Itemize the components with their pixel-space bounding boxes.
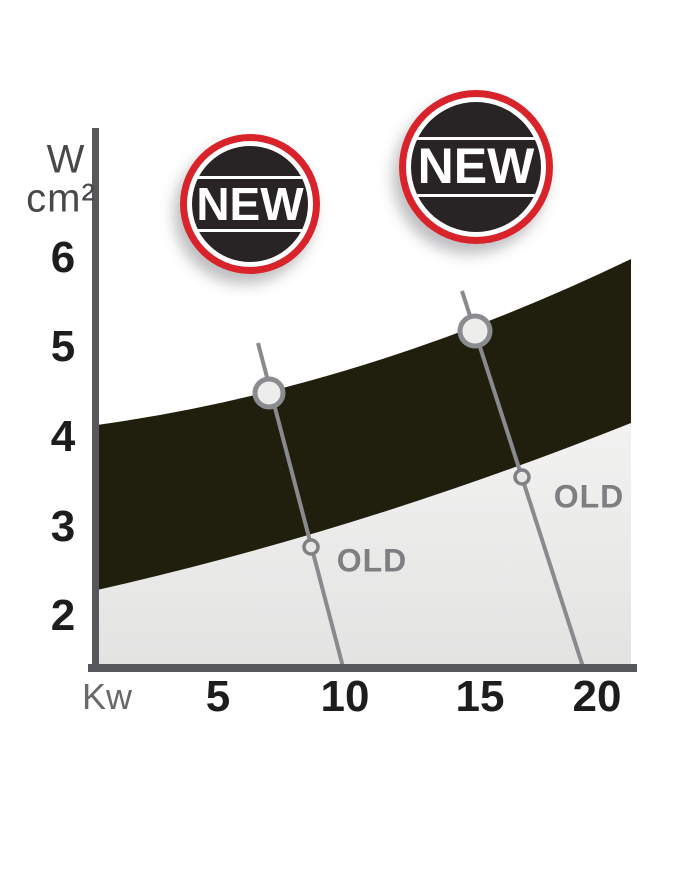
y-tick-3: 3 xyxy=(50,502,76,551)
badge-black-disc: NEW xyxy=(192,146,308,262)
x-axis-line xyxy=(88,664,637,672)
y-axis-unit-top: W xyxy=(46,137,86,182)
x-tick-5: 5 xyxy=(205,672,231,721)
old-label-left: OLD xyxy=(336,542,408,579)
badge-rule-top xyxy=(192,175,308,179)
y-tick-2: 2 xyxy=(50,591,76,640)
new-marker-left-circle xyxy=(252,376,286,410)
badge-rule-bottom xyxy=(192,229,308,233)
new-badge-label: NEW xyxy=(417,138,535,195)
new-band-area xyxy=(97,259,631,590)
y-axis-unit-bottom: cm² xyxy=(26,176,96,221)
new-marker-right-circle xyxy=(457,313,493,349)
badge-rule-top xyxy=(411,137,541,141)
x-tick-20: 20 xyxy=(572,672,622,721)
x-tick-10: 10 xyxy=(320,672,370,721)
old-marker-left-circle xyxy=(302,538,320,556)
old-marker-right-circle xyxy=(513,468,531,486)
x-axis-unit: Kw xyxy=(81,676,133,717)
new-badge-left: NEW xyxy=(180,134,320,274)
y-axis-line xyxy=(92,128,99,672)
y-tick-6: 6 xyxy=(50,233,76,282)
badge-black-disc: NEW xyxy=(411,102,541,232)
old-band-area xyxy=(97,423,631,665)
y-tick-5: 5 xyxy=(50,322,76,371)
new-badge-label: NEW xyxy=(196,177,304,230)
x-tick-15: 15 xyxy=(455,672,505,721)
old-label-right: OLD xyxy=(553,478,625,515)
new-badge-right: NEW xyxy=(399,90,553,244)
y-tick-4: 4 xyxy=(50,412,76,461)
badge-rule-bottom xyxy=(411,193,541,197)
